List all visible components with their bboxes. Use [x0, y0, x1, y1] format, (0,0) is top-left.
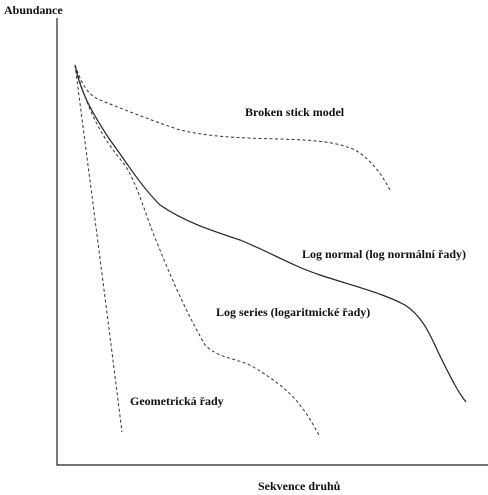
log-normal-curve — [74, 64, 467, 403]
curve-label: Geometrická řady — [130, 394, 224, 408]
curve-label: Broken stick model — [245, 105, 345, 119]
axes — [56, 18, 488, 466]
log-series-curve — [74, 64, 321, 438]
curve-label: Log series (logaritmické řady) — [216, 305, 370, 319]
broken-stick-curve — [74, 64, 391, 191]
curve-label: Log normal (log normální řady) — [302, 247, 466, 261]
geometric-curve — [74, 64, 123, 433]
y-axis-label: Abundance — [4, 3, 63, 17]
x-axis-label: Sekvence druhů — [258, 479, 341, 493]
